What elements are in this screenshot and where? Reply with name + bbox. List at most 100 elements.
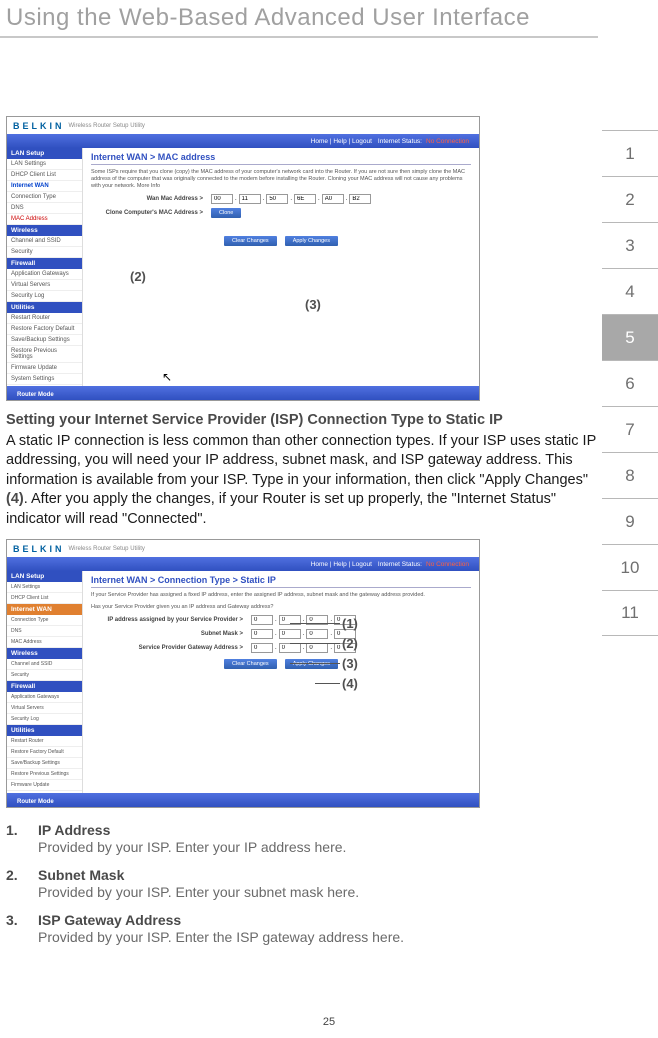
nav-links-2: Home | Help | Logout — [311, 561, 372, 568]
s2-mac: MAC Address — [7, 637, 82, 648]
callout-2: (2) — [130, 269, 146, 284]
side-factory: Restore Factory Default — [7, 324, 82, 335]
section-tabs: 1 2 3 4 5 6 7 8 9 10 11 — [602, 130, 658, 636]
clone-button: Clone — [211, 208, 241, 218]
router-mode-label: Router Mode — [17, 392, 54, 398]
side-mac: MAC Address — [7, 214, 82, 225]
side-firewall: Firewall — [7, 258, 82, 269]
router-navbar: Home | Help | Logout Internet Status: No… — [7, 134, 479, 148]
s2-virt: Virtual Servers — [7, 703, 82, 714]
tab-11[interactable]: 11 — [602, 590, 658, 636]
s2-factory: Restore Factory Default — [7, 747, 82, 758]
tab-3[interactable]: 3 — [602, 222, 658, 268]
belkin-logo: BELKIN — [13, 121, 65, 131]
mac-2 — [266, 194, 288, 204]
status-label: Internet Status: — [378, 138, 422, 145]
status-value: No Connection — [426, 138, 469, 145]
main-title: Internet WAN > MAC address — [91, 152, 471, 165]
mac-5 — [349, 194, 371, 204]
s2-restart: Restart Router — [7, 736, 82, 747]
s2-slog: Security Log — [7, 714, 82, 725]
def-title: ISP Gateway Address — [38, 912, 598, 928]
router-screenshot-mac: BELKIN Wireless Router Setup Utility Hom… — [6, 116, 480, 401]
tab-8[interactable]: 8 — [602, 452, 658, 498]
ip-0 — [251, 615, 273, 625]
q-label: Has your Service Provider given you an I… — [91, 604, 471, 611]
sm-2 — [306, 629, 328, 639]
page-number: 25 — [323, 1016, 335, 1028]
side-channel: Channel and SSID — [7, 236, 82, 247]
s2-lan: LAN Setup — [7, 571, 82, 582]
def-num: 3. — [6, 912, 38, 947]
nav-links: Home | Help | Logout — [311, 138, 372, 145]
def-num: 1. — [6, 822, 38, 857]
tab-1[interactable]: 1 — [602, 130, 658, 176]
s2-dhcp: DHCP Client List — [7, 593, 82, 604]
section-body: A static IP connection is less common th… — [6, 432, 598, 530]
tab-5[interactable]: 5 — [602, 314, 658, 360]
side-app-gw: Application Gateways — [7, 269, 82, 280]
callout2-3: (3) — [342, 656, 358, 671]
def-num: 2. — [6, 867, 38, 902]
content-area: BELKIN Wireless Router Setup Utility Hom… — [0, 38, 598, 947]
gw-label: Service Provider Gateway Address > — [91, 645, 251, 651]
side-dns: DNS — [7, 203, 82, 214]
side-wireless: Wireless — [7, 225, 82, 236]
router-screenshot-staticip: BELKIN Wireless Router Setup Utility Hom… — [6, 539, 480, 808]
status-value-2: No Connection — [426, 561, 469, 568]
side-virtual: Virtual Servers — [7, 280, 82, 291]
def-title: Subnet Mask — [38, 867, 598, 883]
s2-sec: Security — [7, 670, 82, 681]
cursor-icon: ↖ — [162, 370, 172, 384]
page-title: Using the Web-Based Advanced User Interf… — [0, 0, 598, 38]
apply-button: Apply Changes — [285, 236, 338, 246]
tab-4[interactable]: 4 — [602, 268, 658, 314]
tab-9[interactable]: 9 — [602, 498, 658, 544]
main-desc: Some ISPs require that you clone (copy) … — [91, 169, 471, 190]
def-title: IP Address — [38, 822, 598, 838]
s2-wireless: Wireless — [7, 648, 82, 659]
def-desc: Provided by your ISP. Enter your subnet … — [38, 883, 598, 902]
mac-1 — [239, 194, 261, 204]
side-conn-type: Connection Type — [7, 192, 82, 203]
router-mode-2: Router Mode — [17, 799, 54, 805]
s2-conn: Connection Type — [7, 615, 82, 626]
def-item-3: 3. ISP Gateway Address Provided by your … — [6, 912, 598, 947]
def-item-2: 2. Subnet Mask Provided by your ISP. Ent… — [6, 867, 598, 902]
s2-fw: Firewall — [7, 681, 82, 692]
side-seclog: Security Log — [7, 291, 82, 302]
def-item-1: 1. IP Address Provided by your ISP. Ente… — [6, 822, 598, 857]
side-save: Save/Backup Settings — [7, 335, 82, 346]
tab-7[interactable]: 7 — [602, 406, 658, 452]
side-security: Security — [7, 247, 82, 258]
mac-3 — [294, 194, 316, 204]
gw-0 — [251, 643, 273, 653]
side-system: System Settings — [7, 374, 82, 385]
tab-6[interactable]: 6 — [602, 360, 658, 406]
router-main: Internet WAN > MAC address Some ISPs req… — [83, 148, 479, 386]
s2-app: Application Gateways — [7, 692, 82, 703]
router-sidebar-2: LAN Setup LAN Settings DHCP Client List … — [7, 571, 83, 793]
side-lan-settings: LAN Settings — [7, 159, 82, 170]
side-dhcp: DHCP Client List — [7, 170, 82, 181]
s2-dns: DNS — [7, 626, 82, 637]
definitions-list: 1. IP Address Provided by your ISP. Ente… — [6, 822, 598, 947]
side-internet-wan: Internet WAN — [7, 181, 82, 192]
status-label-2: Internet Status: — [378, 561, 422, 568]
belkin-logo-2: BELKIN — [13, 544, 65, 554]
tab-2[interactable]: 2 — [602, 176, 658, 222]
side-restore: Restore Previous Settings — [7, 346, 82, 363]
callout2-1: (1) — [342, 616, 358, 631]
s2-lan-set: LAN Settings — [7, 582, 82, 593]
def-desc: Provided by your ISP. Enter your IP addr… — [38, 838, 598, 857]
clear-button: Clear Changes — [224, 236, 277, 246]
s2-save: Save/Backup Settings — [7, 758, 82, 769]
mac-0 — [211, 194, 233, 204]
s2-util: Utilities — [7, 725, 82, 736]
callout2-2: (2) — [342, 636, 358, 651]
def-desc: Provided by your ISP. Enter the ISP gate… — [38, 928, 598, 947]
tab-10[interactable]: 10 — [602, 544, 658, 590]
logo-subtitle-2: Wireless Router Setup Utility — [69, 546, 145, 552]
ip-label: IP address assigned by your Service Prov… — [91, 617, 251, 623]
clear-button-2: Clear Changes — [224, 659, 277, 669]
